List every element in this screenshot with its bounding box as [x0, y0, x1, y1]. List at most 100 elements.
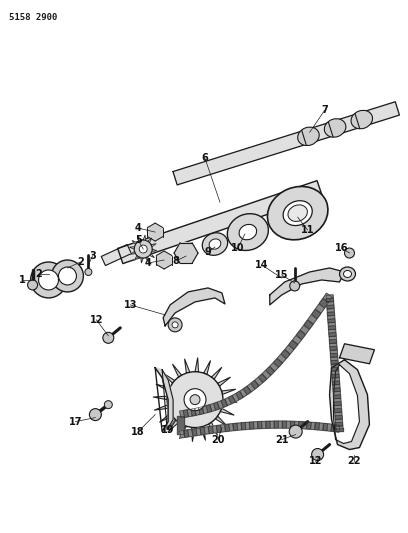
Polygon shape [186, 243, 198, 253]
Polygon shape [213, 426, 217, 433]
Polygon shape [223, 400, 237, 403]
Polygon shape [156, 251, 164, 260]
Ellipse shape [134, 240, 152, 258]
Ellipse shape [288, 205, 307, 221]
Polygon shape [220, 408, 234, 415]
Polygon shape [330, 350, 337, 354]
Ellipse shape [89, 409, 101, 421]
Ellipse shape [239, 224, 257, 240]
Polygon shape [147, 223, 155, 232]
Polygon shape [173, 364, 182, 377]
Polygon shape [282, 421, 286, 428]
Polygon shape [330, 346, 337, 350]
Text: 6: 6 [202, 154, 208, 163]
Ellipse shape [324, 119, 346, 137]
Polygon shape [163, 373, 175, 383]
Ellipse shape [202, 233, 228, 255]
Ellipse shape [344, 248, 355, 258]
Polygon shape [187, 409, 192, 417]
Polygon shape [333, 395, 341, 399]
Polygon shape [208, 426, 213, 434]
Polygon shape [129, 247, 135, 249]
Polygon shape [333, 388, 340, 392]
Polygon shape [319, 298, 328, 308]
Polygon shape [195, 358, 199, 372]
Polygon shape [180, 425, 186, 439]
Polygon shape [174, 253, 186, 263]
Polygon shape [155, 368, 173, 432]
Polygon shape [210, 403, 215, 411]
Polygon shape [135, 255, 139, 260]
Text: 22: 22 [348, 456, 361, 466]
Polygon shape [258, 374, 266, 382]
Polygon shape [174, 243, 186, 253]
Polygon shape [328, 319, 335, 322]
Polygon shape [331, 424, 336, 432]
Ellipse shape [298, 127, 319, 146]
Ellipse shape [103, 333, 114, 343]
Polygon shape [222, 389, 235, 394]
Text: 5: 5 [135, 235, 142, 245]
Ellipse shape [190, 394, 200, 405]
Ellipse shape [168, 318, 182, 332]
Polygon shape [286, 421, 290, 428]
Polygon shape [225, 398, 231, 406]
Polygon shape [308, 315, 317, 324]
Polygon shape [332, 378, 339, 381]
Polygon shape [335, 425, 340, 432]
Polygon shape [143, 235, 146, 240]
Ellipse shape [51, 260, 83, 292]
Ellipse shape [351, 110, 373, 129]
Polygon shape [328, 326, 336, 329]
Polygon shape [180, 410, 184, 418]
Ellipse shape [104, 401, 112, 409]
Polygon shape [118, 181, 322, 264]
Polygon shape [208, 422, 217, 435]
Polygon shape [173, 102, 399, 185]
Polygon shape [262, 370, 271, 379]
Text: 20: 20 [211, 434, 225, 445]
Polygon shape [156, 255, 164, 264]
Polygon shape [327, 309, 334, 312]
Polygon shape [221, 425, 225, 432]
Polygon shape [132, 240, 137, 245]
Polygon shape [277, 354, 286, 363]
Polygon shape [334, 402, 341, 406]
Polygon shape [329, 340, 337, 343]
Polygon shape [164, 255, 172, 264]
Polygon shape [255, 377, 263, 386]
Polygon shape [290, 421, 295, 429]
Polygon shape [188, 429, 193, 437]
Polygon shape [296, 330, 305, 340]
Polygon shape [217, 401, 223, 409]
Text: 2: 2 [35, 269, 42, 279]
Ellipse shape [31, 262, 67, 298]
Polygon shape [225, 424, 229, 432]
Polygon shape [204, 427, 209, 434]
Polygon shape [331, 360, 338, 364]
Text: 13: 13 [124, 300, 137, 310]
Polygon shape [241, 423, 246, 430]
Polygon shape [237, 423, 242, 430]
Polygon shape [206, 405, 211, 413]
Text: 5158 2900: 5158 2900 [9, 13, 57, 22]
Text: 15: 15 [275, 270, 288, 280]
Polygon shape [334, 398, 341, 402]
Text: 7: 7 [321, 106, 328, 116]
Polygon shape [266, 367, 274, 375]
Polygon shape [335, 416, 342, 419]
Polygon shape [315, 304, 324, 313]
Polygon shape [155, 405, 169, 410]
Polygon shape [331, 367, 339, 371]
Text: 18: 18 [131, 426, 145, 437]
Polygon shape [169, 420, 179, 432]
Polygon shape [141, 258, 143, 263]
Ellipse shape [227, 214, 268, 251]
Polygon shape [155, 228, 163, 237]
Polygon shape [323, 293, 332, 302]
Ellipse shape [290, 281, 299, 291]
Polygon shape [163, 288, 225, 326]
Polygon shape [150, 254, 154, 257]
Text: 12: 12 [90, 315, 103, 325]
Polygon shape [333, 392, 340, 395]
